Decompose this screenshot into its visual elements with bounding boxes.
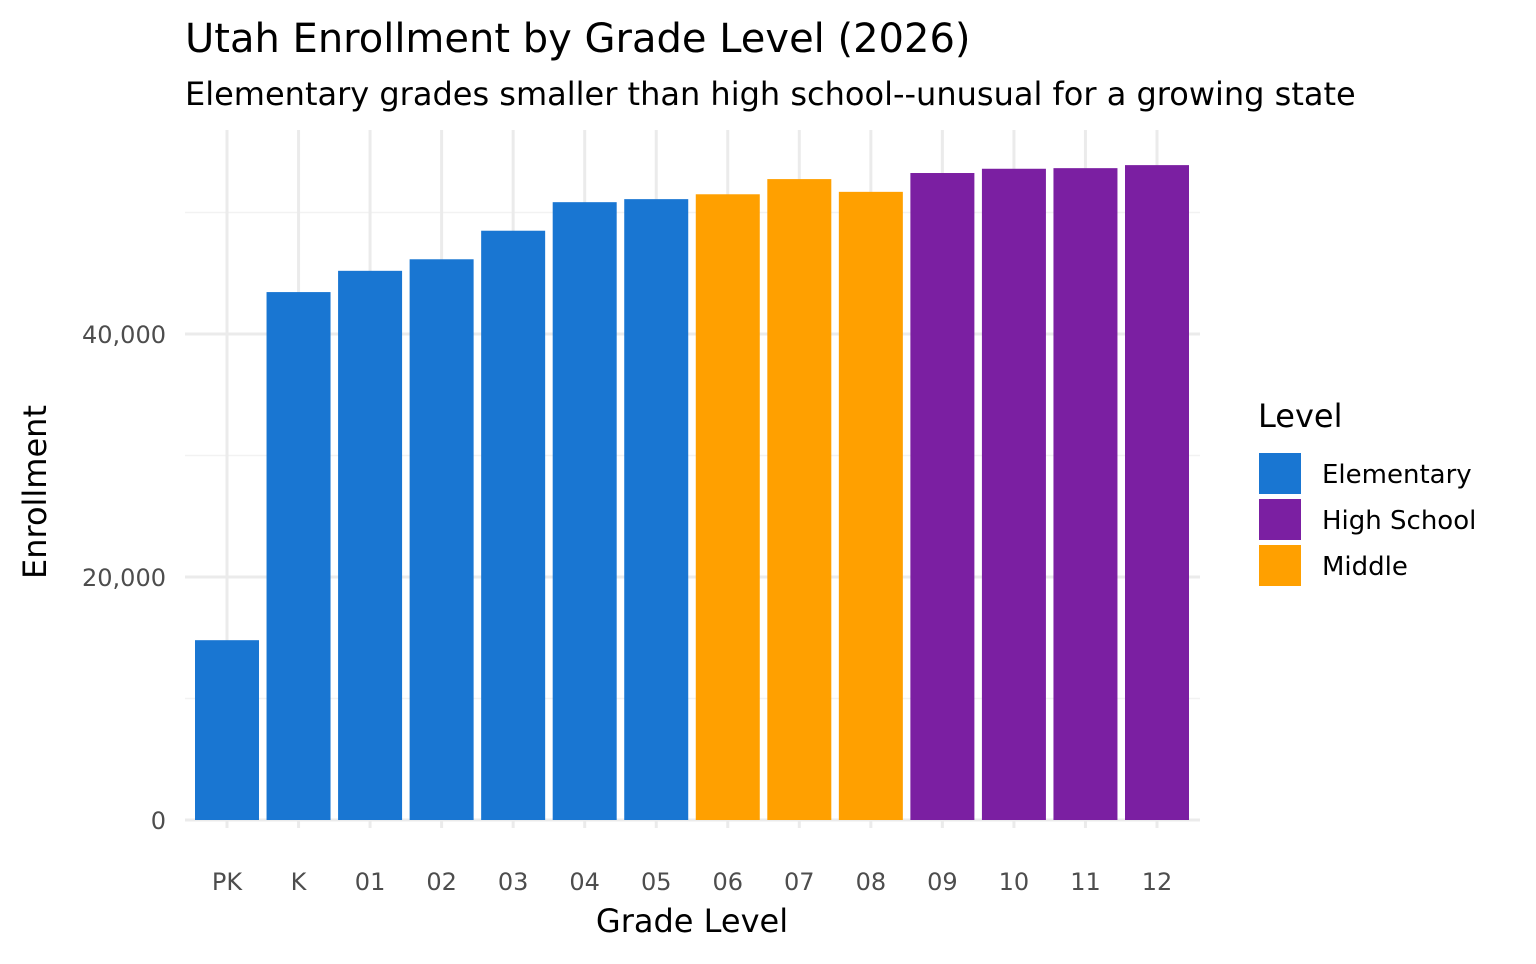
legend-label: Middle xyxy=(1322,552,1408,582)
legend-swatch xyxy=(1259,499,1301,540)
x-axis-title: Grade Level xyxy=(596,902,788,940)
grid xyxy=(185,130,1200,828)
bar-11 xyxy=(1053,168,1118,821)
x-tick-label: 01 xyxy=(355,868,386,896)
y-axis-title: Enrollment xyxy=(16,405,54,579)
x-tick-label: 07 xyxy=(784,868,815,896)
y-tick-label: 0 xyxy=(151,807,166,835)
bar-04 xyxy=(552,202,617,821)
x-tick-label: 09 xyxy=(927,868,958,896)
bar-01 xyxy=(338,270,403,820)
x-tick-label: 02 xyxy=(426,868,457,896)
y-axis-ticks: 0 20,000 40,000 xyxy=(82,321,166,835)
bar-12 xyxy=(1125,165,1189,821)
x-tick-label: 12 xyxy=(1142,868,1173,896)
bar-PK xyxy=(195,640,259,820)
x-tick-label: K xyxy=(291,868,308,896)
x-tick-label: 08 xyxy=(856,868,887,896)
x-axis-ticks: PK K 01 02 03 04 05 06 07 08 09 10 11 12 xyxy=(212,868,1172,896)
x-tick-label: PK xyxy=(212,868,243,896)
legend-swatch xyxy=(1259,453,1301,494)
legend-swatch xyxy=(1259,545,1301,586)
bar-03 xyxy=(481,230,546,821)
chart-subtitle: Elementary grades smaller than high scho… xyxy=(185,75,1356,113)
legend-label: Elementary xyxy=(1322,460,1472,490)
y-tick-label: 20,000 xyxy=(82,564,166,592)
x-tick-label: 11 xyxy=(1070,868,1101,896)
x-tick-label: 10 xyxy=(999,868,1030,896)
bar-05 xyxy=(624,199,689,820)
bar-08 xyxy=(838,191,903,821)
bar-02 xyxy=(409,259,474,821)
y-tick-label: 40,000 xyxy=(82,321,166,349)
x-tick-label: 03 xyxy=(498,868,529,896)
x-tick-label: 06 xyxy=(712,868,743,896)
legend-title: Level xyxy=(1258,397,1342,435)
bar-07 xyxy=(767,179,832,820)
bar-09 xyxy=(910,173,975,820)
legend: Level Elementary High School Middle xyxy=(1258,397,1476,586)
x-tick-label: 04 xyxy=(569,868,600,896)
bar-06 xyxy=(695,194,760,820)
chart-title: Utah Enrollment by Grade Level (2026) xyxy=(185,16,971,62)
bar-K xyxy=(266,292,331,820)
bar-10 xyxy=(981,168,1046,820)
bars xyxy=(195,165,1189,821)
x-tick-label: 05 xyxy=(641,868,672,896)
legend-label: High School xyxy=(1322,506,1476,536)
